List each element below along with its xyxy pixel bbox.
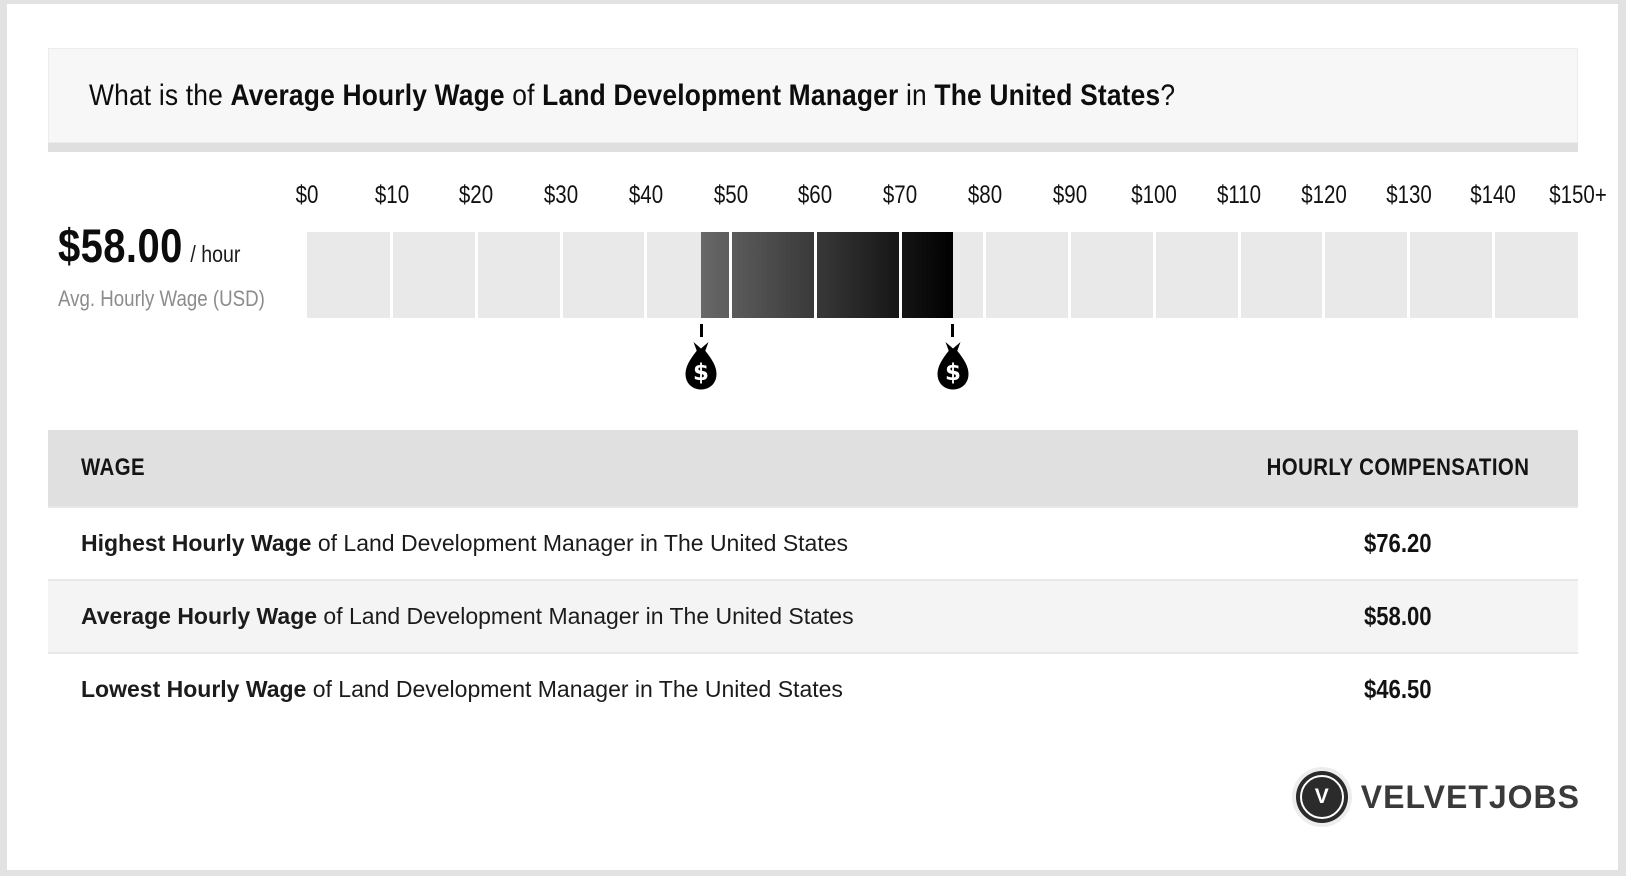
row-wage-label-rest: of Land Development Manager in The Unite… (317, 603, 854, 629)
row-amount-value: $76.20 (1364, 528, 1432, 558)
row-wage-label-bold: Highest Hourly Wage (81, 530, 312, 556)
average-wage-unit: / hour (190, 241, 241, 267)
wage-chart: $58.00 / hour Avg. Hourly Wage (USD) $0 $… (7, 156, 1618, 406)
row-wage-label: Average Hourly Wage of Land Development … (81, 603, 854, 630)
wage-scale-bar (307, 232, 1578, 318)
velvetjobs-monogram: V (1314, 785, 1329, 808)
axis-tick: $140 (1470, 181, 1517, 209)
title-shadow-band (48, 143, 1578, 152)
velvetjobs-logo[interactable]: V VELVETJOBS (1295, 771, 1580, 823)
title-segment: of (504, 78, 543, 112)
axis-tick: $40 (628, 181, 664, 209)
row-amount-value: $58.00 (1364, 601, 1432, 631)
row-wage-label-rest: of Land Development Manager in The Unite… (311, 530, 849, 556)
title-box: What is the Average Hourly Wage of Land … (48, 48, 1578, 143)
average-wage-line: $58.00 / hour (58, 218, 271, 273)
row-wage-label: Highest Hourly Wage of Land Development … (81, 530, 848, 557)
axis-tick: $130 (1385, 181, 1432, 209)
segment-divider (1237, 232, 1241, 318)
segment-divider (898, 232, 902, 318)
marker-dash (699, 324, 703, 337)
money-bag-icon: $ (685, 342, 717, 390)
average-wage-summary: $58.00 / hour Avg. Hourly Wage (USD) (58, 218, 308, 312)
title-segment: What is the (89, 78, 231, 112)
segment-divider (1152, 232, 1156, 318)
segment-divider (729, 232, 733, 318)
compensation-column-header: HOURLY COMPENSATION (1266, 454, 1530, 481)
table-row: Average Hourly Wage of Land Development … (48, 579, 1578, 652)
title-segment-bold: The United States (934, 78, 1161, 112)
axis-tick: $110 (1217, 181, 1262, 209)
axis-tick: $0 (295, 181, 319, 209)
axis-tick: $100 (1131, 181, 1178, 209)
row-amount-cell: $76.20 (1218, 528, 1578, 559)
infographic-card: What is the Average Hourly Wage of Land … (7, 4, 1618, 870)
velvetjobs-logo-text: VELVETJOBS (1360, 778, 1580, 815)
segment-divider (983, 232, 987, 318)
segment-divider (1491, 232, 1495, 318)
row-amount-cell: $58.00 (1218, 601, 1578, 632)
title-segment-bold: Average Hourly Wage (230, 78, 505, 112)
row-wage-label-rest: of Land Development Manager in The Unite… (306, 676, 843, 702)
segment-divider (1068, 232, 1072, 318)
marker-dash (951, 324, 955, 337)
segment-divider (474, 232, 478, 318)
title-segment-bold: Land Development Manager (542, 78, 899, 112)
axis-tick: $150+ (1549, 181, 1607, 209)
axis-tick: $50 (713, 181, 748, 209)
table-header-row: WAGE HOURLY COMPENSATION (48, 430, 1578, 506)
wage-table: WAGE HOURLY COMPENSATION Highest Hourly … (48, 430, 1578, 725)
axis-tick: $30 (544, 181, 579, 209)
axis-tick: $80 (967, 181, 1002, 209)
average-wage-value: $58.00 (58, 219, 183, 272)
segment-divider (1322, 232, 1326, 318)
axis-tick: $120 (1300, 181, 1347, 209)
money-bag-icon: $ (937, 342, 969, 390)
svg-text:$: $ (693, 360, 709, 386)
segment-divider (813, 232, 817, 318)
row-amount-cell: $46.50 (1218, 674, 1578, 705)
row-wage-label: Lowest Hourly Wage of Land Development M… (81, 676, 843, 703)
table-row: Lowest Hourly Wage of Land Development M… (48, 652, 1578, 725)
average-wage-caption: Avg. Hourly Wage (USD) (58, 286, 265, 311)
segment-divider (559, 232, 563, 318)
axis-tick: $10 (374, 181, 409, 209)
title-segment: ? (1160, 78, 1176, 112)
wage-column-header: WAGE (81, 454, 146, 481)
axis-tick: $90 (1052, 181, 1087, 209)
row-amount-value: $46.50 (1364, 674, 1432, 704)
axis-tick-row: $0 $10 $20 $30 $40 $50 $60 $70 $80 $90 $100 $110 $12… (7, 181, 1618, 211)
segment-divider (390, 232, 394, 318)
wage-range-highlight (701, 232, 953, 318)
title-segment: in (898, 78, 935, 112)
segment-divider (1407, 232, 1411, 318)
axis-tick: $60 (798, 181, 833, 209)
axis-tick: $20 (459, 181, 494, 209)
row-wage-label-bold: Lowest Hourly Wage (81, 676, 307, 702)
row-wage-label-bold: Average Hourly Wage (81, 603, 318, 629)
segment-divider (644, 232, 648, 318)
table-row: Highest Hourly Wage of Land Development … (48, 506, 1578, 579)
axis-tick: $70 (883, 181, 918, 209)
page-title: What is the Average Hourly Wage of Land … (89, 79, 1175, 113)
svg-text:$: $ (945, 360, 961, 386)
velvetjobs-logo-icon: V (1295, 771, 1348, 823)
